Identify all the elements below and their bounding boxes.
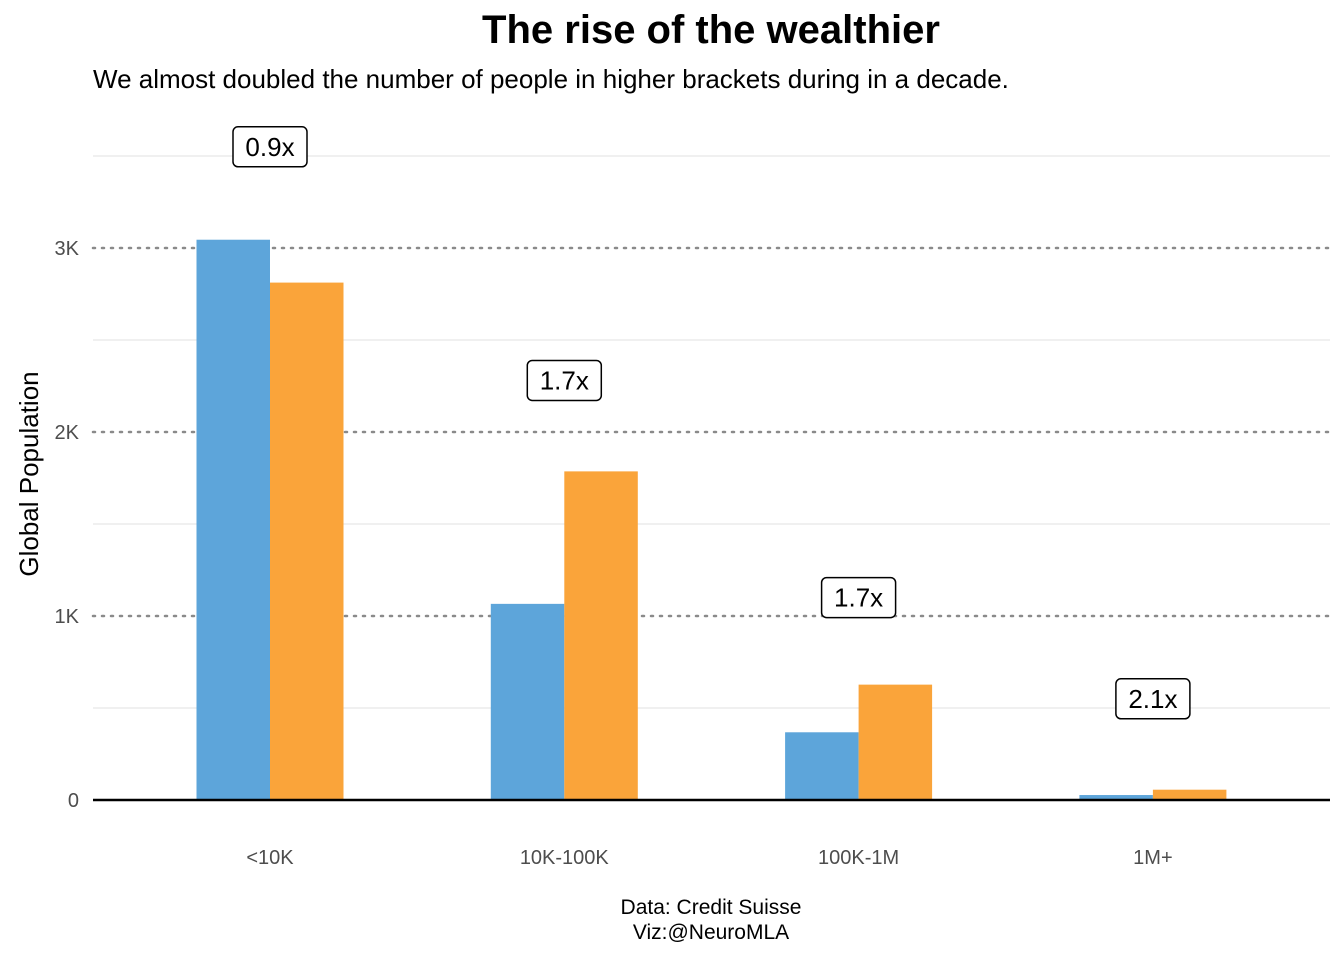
- bar-<10K-series-2: [270, 282, 344, 800]
- x-tick-label: 10K-100K: [520, 847, 610, 869]
- x-tick-label: <10K: [246, 847, 294, 869]
- ratio-annotations: 0.9x 1.7x 1.7x 2.1x: [232, 126, 1191, 720]
- x-tick-label: 100K-1M: [818, 847, 899, 869]
- bar-1M+-series-2: [1152, 789, 1227, 800]
- ratio-label: 2.1x: [1115, 678, 1191, 720]
- ratio-label: 0.9x: [232, 126, 308, 168]
- ratio-label-box: [1115, 678, 1191, 720]
- caption-source: Data: Credit Suisse: [620, 896, 802, 919]
- ratio-label-box: [820, 576, 897, 619]
- caption-credit: Viz:@NeuroMLA: [632, 921, 790, 944]
- y-tick-label: 2K: [55, 422, 80, 444]
- bar-100K-1M-series-1: [785, 732, 859, 800]
- axes: 0 1K 2K 3K <10K 10K-100K 100K-1M 1M+: [55, 238, 1330, 869]
- y-tick-label: 3K: [55, 238, 80, 260]
- ratio-label-text: 2.1x: [1128, 684, 1177, 714]
- bar-10K-100K-series-2: [564, 471, 638, 800]
- x-tick-label: 1M+: [1133, 847, 1172, 869]
- chart-title: The rise of the wealthier: [482, 8, 940, 52]
- ratio-label-box: [526, 359, 603, 402]
- ratio-label-text: 1.7x: [540, 365, 589, 395]
- bar-100K-1M-series-2: [858, 684, 933, 800]
- ratio-label: 1.7x: [526, 359, 603, 402]
- ratio-label-box: [232, 126, 308, 168]
- y-tick-label: 1K: [55, 606, 80, 628]
- ratio-label: 1.7x: [820, 576, 897, 619]
- bar-10K-100K-series-1: [490, 603, 565, 800]
- chart-subtitle: We almost doubled the number of people i…: [93, 64, 1009, 94]
- y-axis-label: Global Population: [14, 371, 44, 576]
- bar-1M+-series-1: [1079, 795, 1153, 800]
- y-tick-label: 0: [68, 790, 79, 812]
- bar-<10K-series-1: [196, 239, 270, 801]
- chart-caption: Data: Credit Suisse Viz:@NeuroMLA: [0, 895, 1344, 945]
- bars: [196, 239, 1227, 801]
- ratio-label-text: 0.9x: [245, 132, 294, 162]
- ratio-label-text: 1.7x: [834, 583, 883, 613]
